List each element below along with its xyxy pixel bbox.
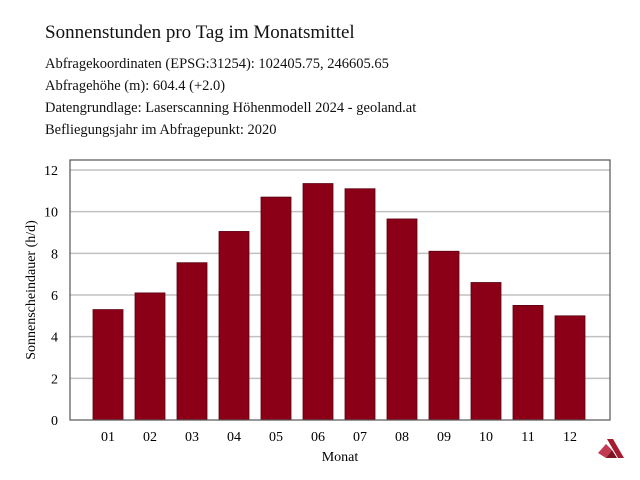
bar-06: [302, 183, 334, 421]
bar-04: [218, 231, 250, 421]
bar-07: [344, 188, 376, 421]
y-tick-label: 10: [44, 206, 58, 221]
x-tick-label: 11: [521, 430, 534, 445]
x-axis-label: Monat: [322, 450, 359, 465]
brand-logo-icon: [598, 439, 624, 458]
x-tick-label: 03: [185, 430, 199, 445]
y-tick-labels: 0 2 4 6 8 10 12: [44, 164, 58, 429]
y-tick-label: 2: [51, 372, 58, 387]
y-axis-label: Sonnenscheindauer (h/d): [24, 220, 39, 360]
x-tick-label: 09: [437, 430, 451, 445]
data-source: Datengrundlage: Laserscanning Höhenmodel…: [45, 100, 417, 116]
bar-10: [470, 282, 502, 421]
x-tick-label: 01: [101, 430, 115, 445]
query-elevation: Abfragehöhe (m): 604.4 (+2.0): [45, 78, 226, 94]
x-tick-label: 07: [353, 430, 367, 445]
x-tick-labels: 01 02 03 04 05 06 07 08 09 10 11 12: [101, 430, 577, 445]
x-tick-label: 04: [227, 430, 241, 445]
flight-year: Befliegungsjahr im Abfragepunkt: 2020: [45, 122, 277, 138]
y-tick-label: 6: [51, 289, 58, 304]
x-tick-label: 08: [395, 430, 409, 445]
bar-09: [428, 250, 460, 421]
bar-02: [134, 292, 166, 421]
x-tick-label: 12: [563, 430, 577, 445]
y-tick-label: 0: [51, 414, 58, 429]
plot-frame: [69, 159, 611, 421]
bars: [92, 183, 586, 421]
x-tick-label: 05: [269, 430, 283, 445]
y-tick-label: 4: [51, 331, 58, 346]
x-tick-label: 10: [479, 430, 493, 445]
x-tick-label: 02: [143, 430, 157, 445]
chart-title: Sonnenstunden pro Tag im Monatsmittel: [45, 22, 355, 43]
bar-01: [92, 309, 124, 421]
y-tick-label: 12: [44, 164, 58, 179]
bar-12: [554, 315, 586, 421]
y-tick-label: 8: [51, 247, 58, 262]
bar-03: [176, 262, 208, 421]
bar-11: [512, 305, 544, 421]
bar-05: [260, 196, 292, 421]
bar-08: [386, 218, 418, 421]
query-coordinates: Abfragekoordinaten (EPSG:31254): 102405.…: [45, 56, 389, 72]
x-tick-label: 06: [311, 430, 325, 445]
